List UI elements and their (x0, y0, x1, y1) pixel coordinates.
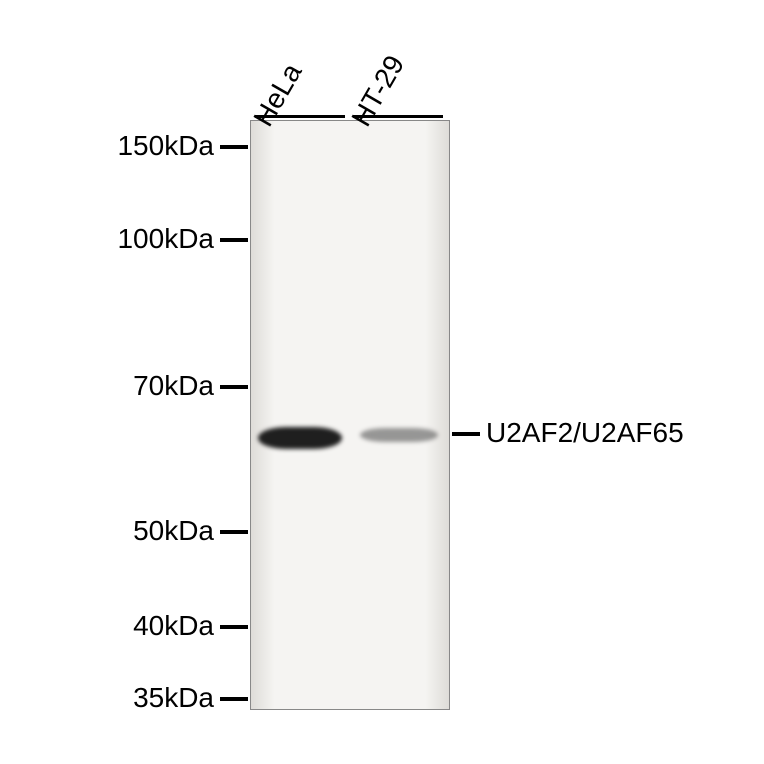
marker-tick-150 (220, 145, 248, 149)
target-tick (452, 432, 480, 436)
marker-label-50: 50kDa (126, 515, 214, 547)
marker-label-40: 40kDa (126, 610, 214, 642)
marker-label-70: 70kDa (126, 370, 214, 402)
band-ht29 (360, 428, 438, 442)
marker-label-150: 150kDa (110, 130, 214, 162)
marker-label-100: 100kDa (110, 223, 214, 255)
marker-tick-50 (220, 530, 248, 534)
western-blot-figure: HeLa HT-29 150kDa 100kDa 70kDa 50kDa 40k… (0, 0, 764, 764)
marker-tick-100 (220, 238, 248, 242)
marker-tick-70 (220, 385, 248, 389)
marker-tick-35 (220, 697, 248, 701)
blot-membrane (250, 120, 450, 710)
target-label: U2AF2/U2AF65 (486, 417, 684, 449)
marker-tick-40 (220, 625, 248, 629)
marker-label-35: 35kDa (126, 682, 214, 714)
band-hela (258, 427, 342, 449)
